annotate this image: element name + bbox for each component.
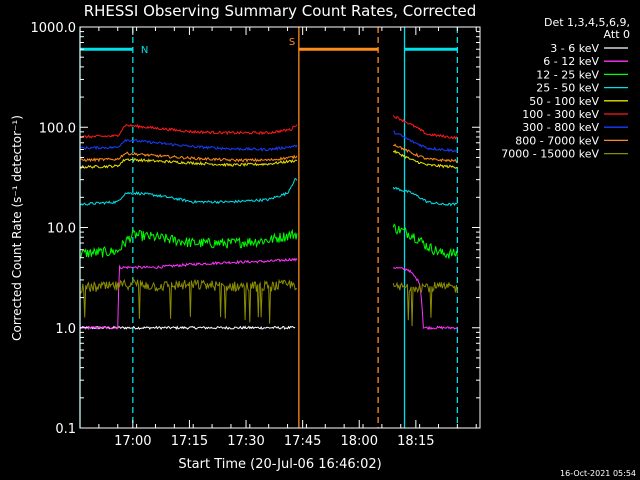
x-axis-label: Start Time (20-Jul-06 16:46:02) xyxy=(178,457,381,472)
generation-timestamp: 16-Oct-2021 05:54 xyxy=(560,469,636,478)
chart-title: RHESSI Observing Summary Count Rates, Co… xyxy=(84,2,477,20)
legend-label-25-50-keV: 25 - 50 keV xyxy=(536,82,599,95)
legend-label-100-300-keV: 100 - 300 keV xyxy=(522,108,599,121)
legend-label-12-25-keV: 12 - 25 keV xyxy=(536,68,599,81)
x-tick-label-4: 18:00 xyxy=(341,434,378,449)
series-line-300-800-keV xyxy=(79,130,458,153)
series-line-50-100-keV xyxy=(79,149,458,169)
x-tick-label-5: 18:15 xyxy=(397,434,434,449)
annotation-label-0: N xyxy=(141,45,148,56)
x-tick-label-3: 17:45 xyxy=(284,434,321,449)
x-tick-label-2: 17:30 xyxy=(227,434,264,449)
detector-info-line-1: Att 0 xyxy=(604,28,630,41)
series-line-6-12-keV xyxy=(79,257,458,331)
legend-label-6-12-keV: 6 - 12 keV xyxy=(543,55,599,68)
x-tick-label-1: 17:15 xyxy=(171,434,208,449)
y-axis-label: Corrected Count Rate (s⁻¹ detector⁻¹) xyxy=(10,115,24,341)
axes: 1000.0 100.0 10.0 1.0 0.1 17:00 17:15 17:30 17:4… xyxy=(31,21,481,449)
series-line-7000-15000-keV xyxy=(79,278,458,327)
y-tick-label-2: 10.0 xyxy=(47,222,76,237)
legend-label-300-800-keV: 300 - 800 keV xyxy=(522,121,599,134)
series-line-800-7000-keV xyxy=(79,143,458,164)
y-tick-label-3: 1.0 xyxy=(55,322,76,337)
legend-label-50-100-keV: 50 - 100 keV xyxy=(529,95,599,108)
detector-info-line-0: Det 1,3,4,5,6,9, xyxy=(544,16,630,29)
legend-label-800-7000-keV: 800 - 7000 keV xyxy=(515,134,599,147)
series-line-3-6-keV xyxy=(79,325,296,331)
series-line-25-50-keV xyxy=(79,177,458,207)
y-tick-label-4: 0.1 xyxy=(55,422,76,437)
plot-area: NS xyxy=(79,27,459,428)
x-tick-label-0: 17:00 xyxy=(114,434,151,449)
legend-label-3-6-keV: 3 - 6 keV xyxy=(550,42,599,55)
series-line-12-25-keV xyxy=(79,223,458,259)
y-tick-label-0: 1000.0 xyxy=(31,21,77,36)
series-line-100-300-keV xyxy=(79,114,458,140)
legend-label-7000-15000-keV: 7000 - 15000 keV xyxy=(501,148,599,161)
y-tick-label-1: 100.0 xyxy=(39,121,76,136)
annotation-label-1: S xyxy=(289,37,295,48)
